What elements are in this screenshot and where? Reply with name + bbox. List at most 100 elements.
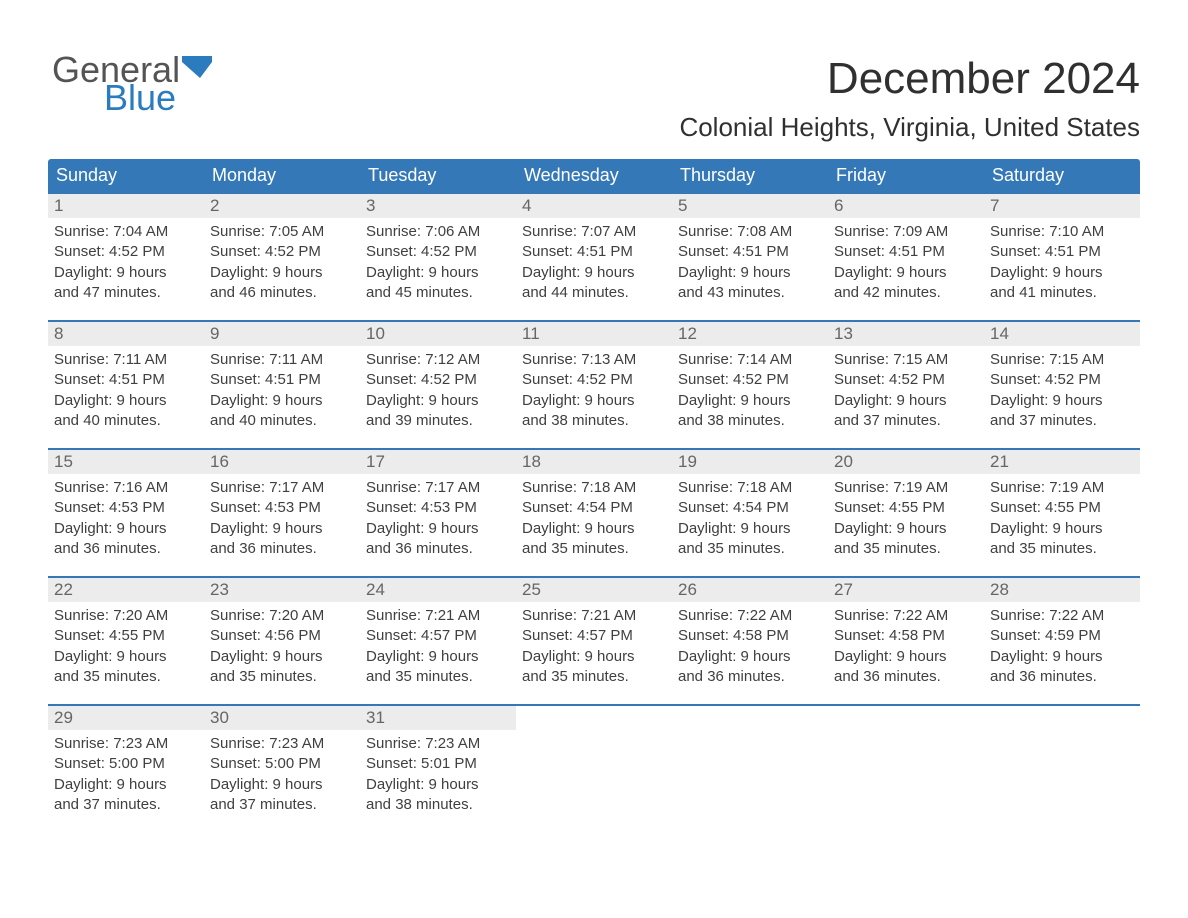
- day-cell: 28Sunrise: 7:22 AMSunset: 4:59 PMDayligh…: [984, 578, 1140, 688]
- daylight-line1: Daylight: 9 hours: [678, 647, 822, 667]
- sunrise-text: Sunrise: 7:08 AM: [678, 222, 822, 242]
- brand-logo: General Blue: [52, 52, 212, 116]
- sunrise-text: Sunrise: 7:10 AM: [990, 222, 1134, 242]
- day-body: Sunrise: 7:13 AMSunset: 4:52 PMDaylight:…: [516, 346, 672, 431]
- day-cell: 2Sunrise: 7:05 AMSunset: 4:52 PMDaylight…: [204, 194, 360, 304]
- sunset-text: Sunset: 4:55 PM: [834, 498, 978, 518]
- empty-day-cell: [672, 706, 828, 816]
- sunset-text: Sunset: 4:52 PM: [366, 242, 510, 262]
- daylight-line1: Daylight: 9 hours: [522, 263, 666, 283]
- week-row: 15Sunrise: 7:16 AMSunset: 4:53 PMDayligh…: [48, 448, 1140, 560]
- day-number: 19: [672, 450, 828, 474]
- day-body: Sunrise: 7:05 AMSunset: 4:52 PMDaylight:…: [204, 218, 360, 303]
- day-cell: 16Sunrise: 7:17 AMSunset: 4:53 PMDayligh…: [204, 450, 360, 560]
- day-cell: 14Sunrise: 7:15 AMSunset: 4:52 PMDayligh…: [984, 322, 1140, 432]
- daylight-line1: Daylight: 9 hours: [54, 391, 198, 411]
- daylight-line1: Daylight: 9 hours: [834, 263, 978, 283]
- sunrise-text: Sunrise: 7:23 AM: [210, 734, 354, 754]
- daylight-line2: and 36 minutes.: [366, 539, 510, 559]
- daylight-line2: and 43 minutes.: [678, 283, 822, 303]
- day-number: 25: [516, 578, 672, 602]
- sunrise-text: Sunrise: 7:15 AM: [834, 350, 978, 370]
- sunset-text: Sunset: 5:01 PM: [366, 754, 510, 774]
- day-body: Sunrise: 7:11 AMSunset: 4:51 PMDaylight:…: [204, 346, 360, 431]
- day-cell: 4Sunrise: 7:07 AMSunset: 4:51 PMDaylight…: [516, 194, 672, 304]
- day-body: Sunrise: 7:18 AMSunset: 4:54 PMDaylight:…: [516, 474, 672, 559]
- daylight-line2: and 44 minutes.: [522, 283, 666, 303]
- daylight-line2: and 47 minutes.: [54, 283, 198, 303]
- sunrise-text: Sunrise: 7:13 AM: [522, 350, 666, 370]
- day-cell: 5Sunrise: 7:08 AMSunset: 4:51 PMDaylight…: [672, 194, 828, 304]
- sunset-text: Sunset: 4:52 PM: [54, 242, 198, 262]
- sunrise-text: Sunrise: 7:12 AM: [366, 350, 510, 370]
- sunrise-text: Sunrise: 7:07 AM: [522, 222, 666, 242]
- top-bar: General Blue December 2024 Colonial Heig…: [48, 24, 1140, 153]
- sunrise-text: Sunrise: 7:22 AM: [678, 606, 822, 626]
- day-cell: 25Sunrise: 7:21 AMSunset: 4:57 PMDayligh…: [516, 578, 672, 688]
- sunrise-text: Sunrise: 7:22 AM: [990, 606, 1134, 626]
- day-cell: 30Sunrise: 7:23 AMSunset: 5:00 PMDayligh…: [204, 706, 360, 816]
- daylight-line2: and 35 minutes.: [366, 667, 510, 687]
- daylight-line2: and 37 minutes.: [990, 411, 1134, 431]
- day-number: 16: [204, 450, 360, 474]
- sunrise-text: Sunrise: 7:11 AM: [210, 350, 354, 370]
- daylight-line2: and 42 minutes.: [834, 283, 978, 303]
- day-cell: 21Sunrise: 7:19 AMSunset: 4:55 PMDayligh…: [984, 450, 1140, 560]
- day-body: Sunrise: 7:22 AMSunset: 4:58 PMDaylight:…: [672, 602, 828, 687]
- day-number: 22: [48, 578, 204, 602]
- week-row: 1Sunrise: 7:04 AMSunset: 4:52 PMDaylight…: [48, 192, 1140, 304]
- day-number: 24: [360, 578, 516, 602]
- day-cell: 12Sunrise: 7:14 AMSunset: 4:52 PMDayligh…: [672, 322, 828, 432]
- daylight-line2: and 36 minutes.: [54, 539, 198, 559]
- daylight-line2: and 38 minutes.: [522, 411, 666, 431]
- day-cell: 20Sunrise: 7:19 AMSunset: 4:55 PMDayligh…: [828, 450, 984, 560]
- day-cell: 31Sunrise: 7:23 AMSunset: 5:01 PMDayligh…: [360, 706, 516, 816]
- day-body: Sunrise: 7:18 AMSunset: 4:54 PMDaylight:…: [672, 474, 828, 559]
- day-number: 6: [828, 194, 984, 218]
- sunrise-text: Sunrise: 7:05 AM: [210, 222, 354, 242]
- daylight-line1: Daylight: 9 hours: [210, 647, 354, 667]
- day-cell: 7Sunrise: 7:10 AMSunset: 4:51 PMDaylight…: [984, 194, 1140, 304]
- sunrise-text: Sunrise: 7:19 AM: [990, 478, 1134, 498]
- title-block: December 2024 Colonial Heights, Virginia…: [679, 24, 1140, 153]
- daylight-line1: Daylight: 9 hours: [990, 519, 1134, 539]
- day-body: Sunrise: 7:04 AMSunset: 4:52 PMDaylight:…: [48, 218, 204, 303]
- daylight-line1: Daylight: 9 hours: [54, 519, 198, 539]
- day-cell: 11Sunrise: 7:13 AMSunset: 4:52 PMDayligh…: [516, 322, 672, 432]
- sunrise-text: Sunrise: 7:09 AM: [834, 222, 978, 242]
- daylight-line2: and 41 minutes.: [990, 283, 1134, 303]
- daylight-line1: Daylight: 9 hours: [210, 263, 354, 283]
- sunrise-text: Sunrise: 7:18 AM: [678, 478, 822, 498]
- daylight-line2: and 40 minutes.: [210, 411, 354, 431]
- daylight-line2: and 45 minutes.: [366, 283, 510, 303]
- daylight-line2: and 35 minutes.: [522, 539, 666, 559]
- day-number: 3: [360, 194, 516, 218]
- day-number: 30: [204, 706, 360, 730]
- empty-day-cell: [984, 706, 1140, 816]
- daylight-line2: and 35 minutes.: [54, 667, 198, 687]
- daylight-line1: Daylight: 9 hours: [366, 263, 510, 283]
- sunrise-text: Sunrise: 7:20 AM: [210, 606, 354, 626]
- day-body: Sunrise: 7:20 AMSunset: 4:56 PMDaylight:…: [204, 602, 360, 687]
- sunset-text: Sunset: 5:00 PM: [210, 754, 354, 774]
- daylight-line2: and 36 minutes.: [210, 539, 354, 559]
- day-cell: 23Sunrise: 7:20 AMSunset: 4:56 PMDayligh…: [204, 578, 360, 688]
- daylight-line1: Daylight: 9 hours: [678, 519, 822, 539]
- day-number: 4: [516, 194, 672, 218]
- day-number: 5: [672, 194, 828, 218]
- sunrise-text: Sunrise: 7:17 AM: [366, 478, 510, 498]
- day-cell: 6Sunrise: 7:09 AMSunset: 4:51 PMDaylight…: [828, 194, 984, 304]
- daylight-line2: and 35 minutes.: [678, 539, 822, 559]
- weekday-header: Thursday: [672, 159, 828, 192]
- day-body: Sunrise: 7:17 AMSunset: 4:53 PMDaylight:…: [360, 474, 516, 559]
- day-number: 17: [360, 450, 516, 474]
- month-title: December 2024: [679, 54, 1140, 104]
- day-cell: 24Sunrise: 7:21 AMSunset: 4:57 PMDayligh…: [360, 578, 516, 688]
- sunrise-text: Sunrise: 7:21 AM: [522, 606, 666, 626]
- day-cell: 29Sunrise: 7:23 AMSunset: 5:00 PMDayligh…: [48, 706, 204, 816]
- day-body: Sunrise: 7:23 AMSunset: 5:01 PMDaylight:…: [360, 730, 516, 815]
- daylight-line1: Daylight: 9 hours: [678, 391, 822, 411]
- day-body: Sunrise: 7:10 AMSunset: 4:51 PMDaylight:…: [984, 218, 1140, 303]
- sunset-text: Sunset: 4:51 PM: [210, 370, 354, 390]
- day-number: 11: [516, 322, 672, 346]
